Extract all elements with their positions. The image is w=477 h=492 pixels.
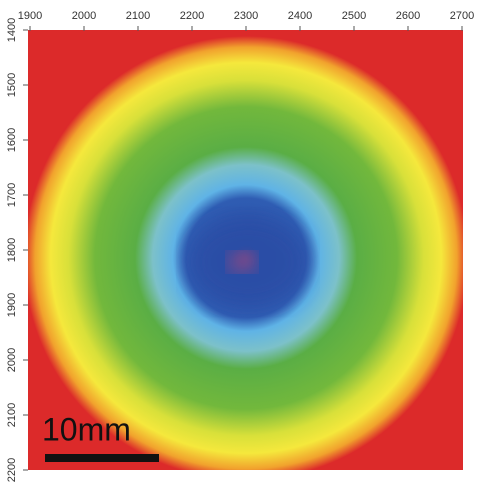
x-tick-label: 2000 <box>72 10 96 22</box>
y-tick-label: 2000 <box>6 348 18 372</box>
x-tick-label: 2300 <box>234 10 258 22</box>
y-tick-label: 1400 <box>6 18 18 42</box>
x-tick-label: 2400 <box>288 10 312 22</box>
x-tick-label: 2700 <box>450 10 474 22</box>
y-tick-label: 1900 <box>6 293 18 317</box>
x-tick-label: 2600 <box>396 10 420 22</box>
scale-bar <box>45 454 159 462</box>
chart: 10mm 1900 2000 2100 2200 2300 2400 2500 2600 270… <box>0 0 477 487</box>
y-tick-label: 1500 <box>6 73 18 97</box>
scale-bar-label: 10mm <box>42 411 131 447</box>
y-tick-label: 1700 <box>6 183 18 207</box>
y-tick-label: 1600 <box>6 128 18 152</box>
x-tick-label: 2100 <box>126 10 150 22</box>
x-tick-label: 2200 <box>180 10 204 22</box>
y-tick-label: 1800 <box>6 238 18 262</box>
y-tick-label: 2200 <box>6 458 18 482</box>
x-tick-label: 1900 <box>18 10 42 22</box>
x-tick-label: 2500 <box>342 10 366 22</box>
y-tick-label: 2100 <box>6 403 18 427</box>
